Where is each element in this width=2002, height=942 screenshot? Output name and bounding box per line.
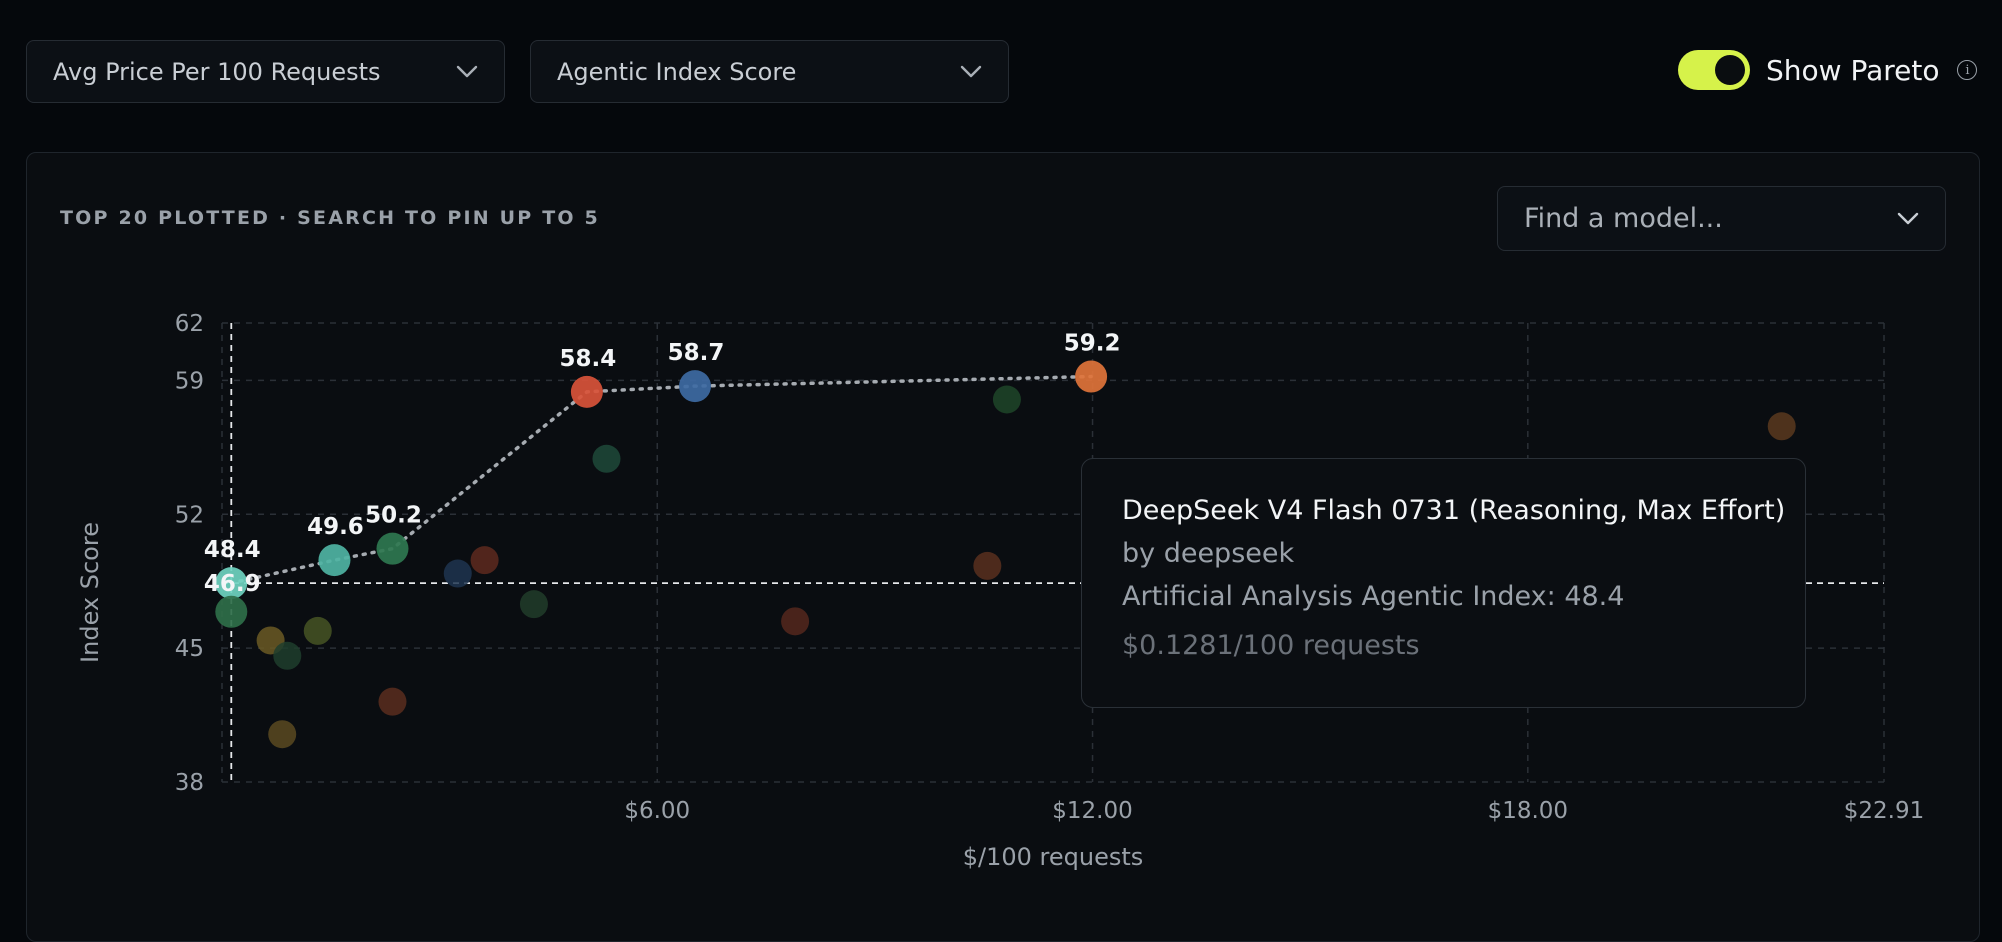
data-point	[678, 370, 711, 403]
x-tick-label: $18.00	[1488, 798, 1568, 824]
x-tick-label: $6.00	[624, 798, 690, 824]
x-axis-title: $/100 requests	[963, 843, 1144, 871]
y-metric-dropdown[interactable]: Agentic Index Score	[530, 40, 1009, 103]
data-label: 46.9	[204, 571, 261, 597]
y-tick-label: 38	[175, 770, 204, 796]
pareto-toggle[interactable]	[1678, 50, 1750, 90]
y-tick-label: 45	[175, 636, 204, 662]
data-point	[215, 595, 248, 628]
model-tooltip: DeepSeek V4 Flash 0731 (Reasoning, Max E…	[1081, 458, 1806, 708]
data-point	[303, 616, 332, 645]
data-label: 50.2	[365, 503, 422, 529]
data-label: 59.2	[1064, 331, 1121, 357]
y-tick-label: 62	[175, 311, 204, 337]
chevron-down-icon	[1897, 212, 1919, 224]
data-point	[1075, 360, 1108, 393]
data-point	[1767, 412, 1796, 441]
pareto-toggle-group: Show Pareto i	[1678, 50, 1978, 90]
data-label: 48.4	[204, 537, 261, 563]
data-label: 58.4	[560, 346, 617, 372]
data-point	[443, 559, 472, 588]
data-point	[519, 590, 548, 619]
y-metric-label: Agentic Index Score	[557, 57, 797, 86]
data-point	[470, 546, 499, 575]
pareto-toggle-label: Show Pareto	[1766, 53, 1940, 87]
data-point	[318, 544, 351, 577]
panel-title: TOP 20 PLOTTED · SEARCH TO PIN UP TO 5	[60, 207, 600, 229]
data-point	[376, 532, 409, 565]
toggle-knob	[1715, 55, 1745, 85]
chevron-down-icon	[456, 65, 478, 77]
data-point	[273, 641, 302, 670]
data-label: 49.6	[307, 514, 364, 540]
x-tick-label: $12.00	[1052, 798, 1132, 824]
x-metric-label: Avg Price Per 100 Requests	[53, 57, 381, 86]
tooltip-creator: by deepseek	[1122, 538, 1295, 569]
data-point	[592, 444, 621, 473]
y-axis-title: Index Score	[76, 522, 104, 663]
tooltip-model-name: DeepSeek V4 Flash 0731 (Reasoning, Max E…	[1122, 495, 1786, 526]
find-model-dropdown[interactable]: Find a model...	[1497, 186, 1946, 251]
data-point	[268, 720, 297, 749]
data-point	[992, 385, 1021, 414]
find-model-placeholder: Find a model...	[1524, 203, 1723, 234]
data-point	[378, 687, 407, 716]
data-point	[570, 375, 603, 408]
data-point	[973, 551, 1002, 580]
tooltip-index: Artificial Analysis Agentic Index: 48.4	[1122, 581, 1625, 612]
data-point	[781, 607, 810, 636]
data-point	[215, 567, 248, 600]
chevron-down-icon	[960, 65, 982, 77]
tooltip-price: $0.1281/100 requests	[1122, 630, 1420, 661]
x-tick-label: $22.91	[1844, 798, 1924, 824]
x-metric-dropdown[interactable]: Avg Price Per 100 Requests	[26, 40, 505, 103]
pareto-frontier-line	[229, 374, 1093, 585]
data-label: 58.7	[668, 340, 725, 366]
y-tick-label: 59	[175, 368, 204, 394]
info-icon[interactable]: i	[1957, 60, 1978, 80]
y-tick-label: 52	[175, 502, 204, 528]
scatter-chart: 38 45 52 59 62 $6.00 $12.00 $18.00 $22.91 $/100 r…	[76, 311, 1924, 871]
